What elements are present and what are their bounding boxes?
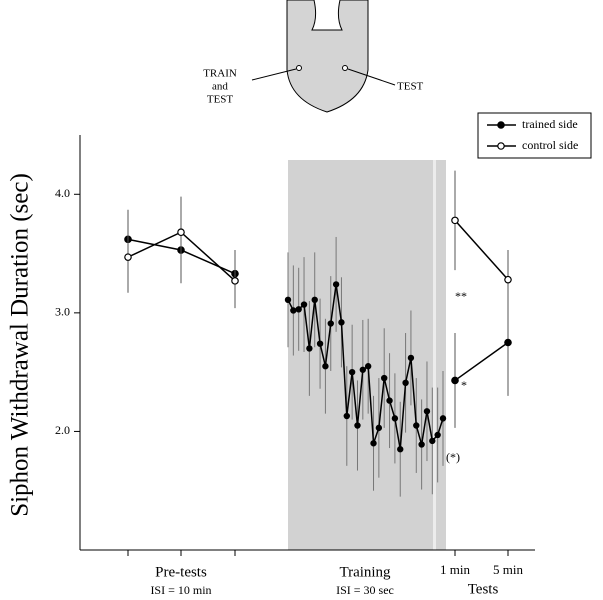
data-point [311, 296, 318, 304]
data-point [370, 440, 377, 447]
data-point [124, 253, 132, 261]
diagram-label: TRAIN [203, 68, 237, 80]
data-point [402, 379, 409, 387]
group-label: Pre-tests [155, 564, 207, 580]
data-point [407, 354, 415, 362]
diagram-label: and [212, 81, 228, 93]
data-point [343, 412, 350, 420]
data-point [322, 363, 329, 370]
data-point [348, 368, 356, 376]
data-point [451, 216, 459, 225]
y-axis-label: Siphon Withdrawal Duration (sec) [7, 173, 34, 517]
data-point [354, 422, 361, 429]
group-sublabel: ISI = 30 sec [336, 583, 394, 597]
siphon-diagram [286, 0, 369, 113]
data-point [306, 345, 313, 352]
pointer [251, 68, 297, 81]
data-point [284, 296, 292, 304]
data-point [359, 366, 367, 373]
data-point [423, 408, 431, 415]
shade-gap [433, 160, 436, 550]
training-shade [288, 160, 446, 550]
data-point [316, 340, 324, 347]
diagram-label: TEST [207, 94, 234, 106]
series-line [454, 341, 509, 382]
data-point [504, 338, 512, 347]
group-label: Training [339, 564, 391, 580]
data-point [434, 431, 441, 439]
significance-mark: ** [455, 289, 467, 303]
data-point [332, 281, 340, 288]
data-point [391, 415, 399, 422]
data-point [429, 437, 436, 445]
x-tick-label: 5 min [493, 562, 523, 577]
pointer [347, 68, 396, 86]
data-point [364, 363, 372, 370]
legend-marker [497, 142, 505, 150]
y-tick-label: 2.0 [55, 423, 70, 437]
data-point [504, 275, 512, 284]
data-point [338, 319, 345, 326]
train-site [296, 65, 302, 71]
data-point [375, 424, 383, 432]
data-point [418, 441, 425, 448]
y-tick-label: 3.0 [55, 305, 70, 319]
data-point [386, 397, 393, 404]
legend-box [477, 112, 592, 159]
test-site [342, 65, 348, 71]
significance-mark: * [461, 378, 467, 392]
data-point [413, 422, 420, 429]
y-tick-label: 4.0 [55, 186, 70, 200]
data-point [300, 301, 308, 308]
group-label: Tests [468, 581, 499, 597]
significance-mark: (*) [446, 450, 460, 464]
legend-marker [497, 121, 505, 129]
data-point [290, 307, 297, 314]
data-point [177, 228, 185, 237]
data-point [295, 306, 302, 313]
data-point [381, 374, 388, 382]
series-line [454, 219, 509, 281]
siphon-detail [311, 0, 343, 31]
data-point [397, 446, 404, 453]
data-point [231, 277, 239, 285]
legend-label: control side [522, 138, 578, 152]
diagram-label: TEST [397, 81, 424, 93]
x-tick-label: 1 min [440, 562, 470, 577]
group-sublabel: ISI = 10 min [150, 583, 211, 597]
data-point [327, 320, 334, 327]
series-line [287, 284, 444, 450]
legend-label: trained side [522, 117, 578, 131]
data-point [451, 376, 459, 385]
data-point [439, 415, 447, 422]
